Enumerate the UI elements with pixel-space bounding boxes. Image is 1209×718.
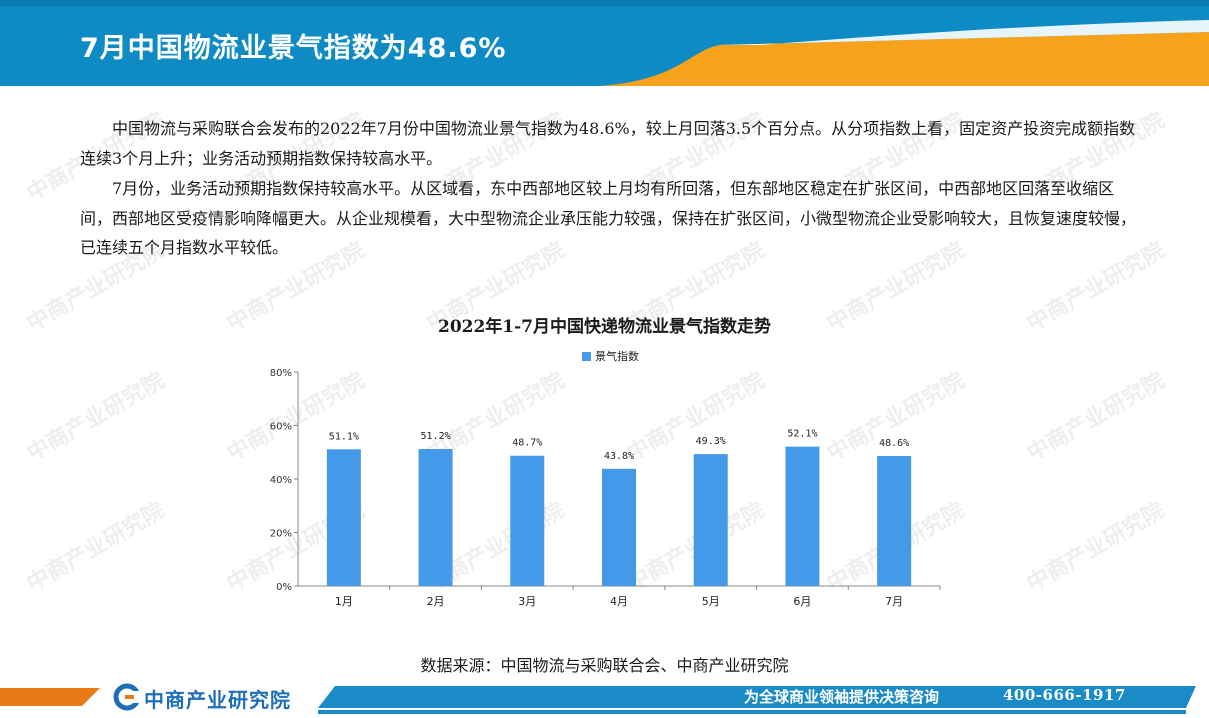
header-banner: 7月中国物流业景气指数为48.6%: [0, 0, 1209, 86]
bar: [326, 449, 361, 586]
bar-value-label: 51.1%: [329, 431, 359, 442]
x-tick-label: 4月: [610, 595, 628, 608]
footer-background: [0, 686, 1196, 714]
legend-label: 景气指数: [595, 350, 639, 363]
footer-phone: 400-666-1917: [1003, 686, 1126, 704]
chart-title: 2022年1-7月中国快递物流业景气指数走势: [437, 317, 772, 337]
bar: [785, 446, 820, 586]
y-tick-label: 20%: [270, 529, 292, 540]
bar-chart: 0% 20% 40% 60% 80% 51.1% 1月 51.2% 2月 48.7% 3月 43.8%…: [270, 368, 941, 608]
bar: [877, 455, 912, 586]
bar-value-label: 48.6%: [879, 438, 909, 449]
footer-slogan: 为全球商业领袖提供决策咨询: [744, 688, 940, 706]
x-tick-label: 5月: [702, 595, 720, 608]
data-source: 数据来源：中国物流与采购联合会、中商产业研究院: [420, 656, 789, 675]
footer-logo-text: 中商产业研究院: [144, 688, 291, 712]
article-paragraph-2: 7月份，业务活动预期指数保持较高水平。从区域看，东中西部地区较上月均有所回落，但…: [80, 179, 1137, 257]
y-tick-label: 80%: [270, 368, 292, 379]
bar-value-label: 51.2%: [421, 431, 451, 442]
bar-value-label: 48.7%: [512, 438, 542, 449]
y-tick-label: 40%: [270, 475, 292, 486]
x-tick-label: 2月: [427, 595, 445, 608]
y-tick-label: 0%: [276, 582, 292, 593]
bar: [418, 449, 453, 586]
header-background: [0, 0, 1209, 86]
chart-legend: 景气指数: [582, 348, 639, 364]
bar-value-label: 49.3%: [696, 436, 726, 447]
legend-swatch: [582, 351, 591, 361]
y-tick-label: 60%: [270, 422, 292, 433]
x-tick-label: 6月: [793, 595, 811, 608]
bar: [693, 454, 728, 586]
bar-value-label: 52.1%: [787, 429, 817, 440]
x-tick-label: 3月: [518, 595, 536, 608]
x-tick-label: 7月: [885, 595, 903, 608]
article-body: 中国物流与采购联合会发布的2022年7月份中国物流业景气指数为48.6%，较上月…: [80, 114, 1146, 264]
bar: [510, 455, 545, 586]
article-paragraph-1: 中国物流与采购联合会发布的2022年7月份中国物流业景气指数为48.6%，较上月…: [80, 119, 1136, 168]
x-tick-label: 1月: [335, 595, 353, 608]
logo-icon: [113, 683, 141, 711]
page-title: 7月中国物流业景气指数为48.6%: [80, 33, 507, 64]
footer-bar: [0, 680, 1209, 718]
bar: [602, 468, 636, 586]
bar-value-label: 43.8%: [604, 451, 634, 462]
